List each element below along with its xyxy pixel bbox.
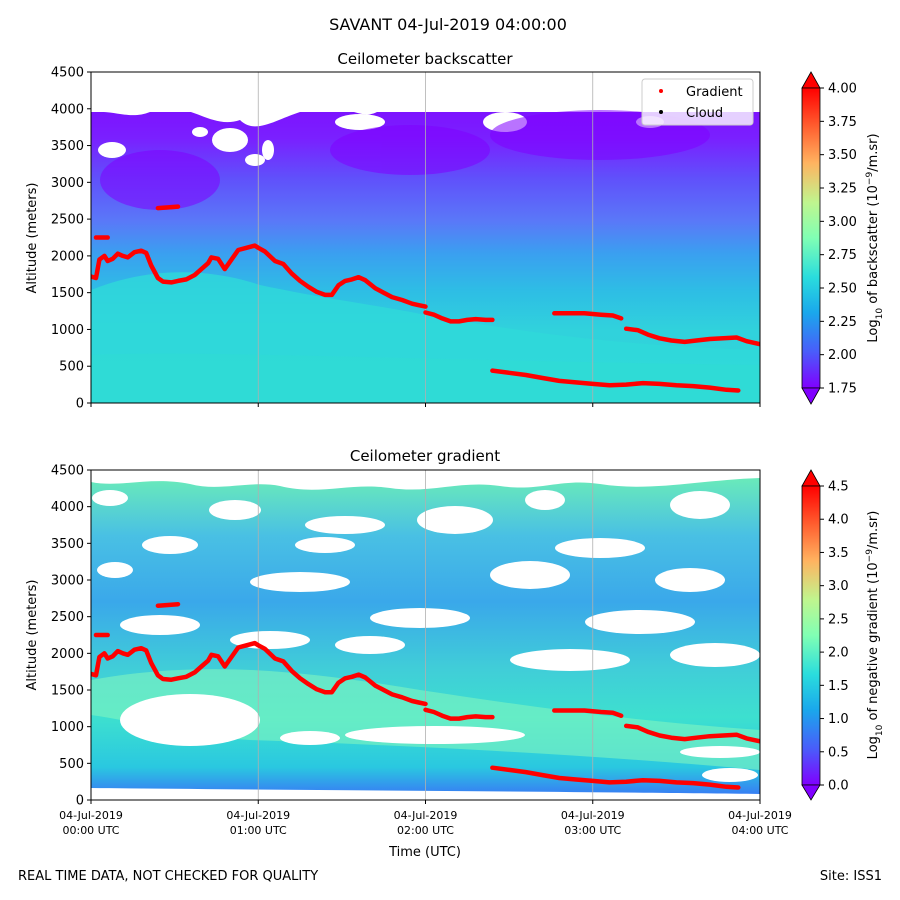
colorbar-tick-label: 2.25 [828, 315, 857, 330]
ytick-label: 0 [76, 794, 84, 809]
colorbar-tick-label: 3.25 [828, 182, 857, 197]
xtick-label-date: 04-Jul-2019 [394, 809, 458, 822]
xtick-label-time: 01:00 UTC [230, 824, 287, 837]
ytick-label: 1500 [51, 286, 84, 301]
colorbar-tick-label: 4.0 [828, 513, 849, 528]
gradient-series-segment [552, 311, 624, 321]
colorbar-tick-label: 0.0 [828, 779, 849, 794]
gradient-series-segment [623, 326, 760, 347]
ytick-label: 3500 [51, 537, 84, 552]
xtick-label-date: 04-Jul-2019 [226, 809, 290, 822]
ytick-label: 3500 [51, 139, 84, 154]
gradient-colorbar-ticks: 0.0 0.5 1.0 1.5 2.0 2.5 3.0 3.5 4.0 4.5 [820, 480, 849, 794]
ytick-label: 1000 [51, 720, 84, 735]
gradient-colorbar-lower-extend [801, 784, 821, 801]
figure-title: SAVANT 04-Jul-2019 04:00:00 [329, 15, 567, 34]
footer-site: Site: ISS1 [819, 869, 882, 884]
gradient-colorbar-label: Log10 of negative gradient (10−9/m.sr) [865, 511, 885, 760]
colorbar-tick-label: 2.00 [828, 348, 857, 363]
colorbar-tick-label: 3.0 [828, 579, 849, 594]
gradient-title: Ceilometer gradient [350, 447, 500, 465]
gradient-series-segment [423, 707, 495, 721]
colorbar-tick-label: 0.5 [828, 745, 849, 760]
backscatter-title: Ceilometer backscatter [337, 50, 513, 68]
colorbar-tick-label: 1.75 [828, 382, 857, 397]
ytick-label: 3000 [51, 574, 84, 589]
gradient-series-segment [552, 708, 624, 718]
backscatter-colorbar-label: Log10 of backscatter (10−9/m.sr) [865, 133, 885, 342]
backscatter-colorbar-lower-extend [801, 387, 821, 405]
xtick-label-time: 00:00 UTC [62, 824, 119, 837]
gradient-colorbar: 0.0 0.5 1.0 1.5 2.0 2.5 3.0 3.5 4.0 4.5 Log10 of … [801, 469, 885, 801]
colorbar-tick-label: 2.50 [828, 282, 857, 297]
gradient-series-segment [155, 601, 181, 608]
backscatter-ylabel: Altitude (meters) [25, 183, 40, 294]
gradient-xlabel: Time (UTC) [388, 845, 461, 860]
gradient-panel: Ceilometer gradient [25, 447, 792, 860]
xtick-label-date: 04-Jul-2019 [728, 809, 792, 822]
colorbar-tick-label: 2.5 [828, 612, 849, 627]
gradient-yaxis: 0 500 1000 1500 2000 2500 3000 3500 4000 4500 [51, 464, 91, 809]
backscatter-colorbar-bar [801, 87, 821, 389]
ytick-label: 4000 [51, 102, 84, 117]
footer-disclaimer: REAL TIME DATA, NOT CHECKED FOR QUALITY [18, 869, 319, 884]
ytick-label: 2000 [51, 647, 84, 662]
xtick-label-time: 04:00 UTC [731, 824, 788, 837]
ytick-label: 4000 [51, 500, 84, 515]
legend-box [641, 78, 754, 126]
colorbar-tick-label: 2.75 [828, 248, 857, 263]
ytick-label: 500 [59, 757, 84, 772]
gradient-colorbar-upper-extend [801, 469, 821, 487]
ytick-label: 4500 [51, 66, 84, 81]
ytick-label: 2500 [51, 610, 84, 625]
gradient-ylabel: Altitude (meters) [25, 580, 40, 691]
ytick-label: 500 [59, 360, 84, 375]
colorbar-tick-label: 4.5 [828, 480, 849, 495]
ytick-label: 1000 [51, 323, 84, 338]
gradient-series-segment [423, 310, 495, 324]
ytick-label: 3000 [51, 176, 84, 191]
ytick-label: 2000 [51, 249, 84, 264]
backscatter-colorbar-upper-extend [801, 71, 821, 89]
gradient-series-segment [490, 765, 741, 790]
gradient-series-segment [490, 368, 741, 393]
gradient-colorbar-bar [801, 485, 821, 786]
xtick-label-time: 03:00 UTC [564, 824, 621, 837]
colorbar-tick-label: 3.75 [828, 115, 857, 130]
backscatter-colorbar-ticks: 1.75 2.00 2.25 2.50 2.75 3.00 3.25 3.50 3.75 4.00 [820, 82, 857, 397]
backscatter-panel: Ceilometer backscatter [25, 50, 761, 412]
ytick-label: 0 [76, 397, 84, 412]
colorbar-tick-label: 4.00 [828, 82, 857, 97]
gradient-series-segment [91, 243, 428, 309]
colorbar-tick-label: 3.50 [828, 148, 857, 163]
colorbar-tick-label: 1.0 [828, 712, 849, 727]
gradient-xaxis: 04-Jul-2019 00:00 UTC 04-Jul-2019 01:00 UTC… [59, 800, 792, 837]
legend-cloud-label: Cloud [686, 106, 723, 121]
backscatter-xaxis [90, 403, 761, 407]
backscatter-colorbar: 1.75 2.00 2.25 2.50 2.75 3.00 3.25 3.50 3.75 4.00… [801, 71, 885, 405]
ytick-label: 2500 [51, 213, 84, 228]
ytick-label: 1500 [51, 684, 84, 699]
colorbar-tick-label: 3.00 [828, 215, 857, 230]
legend-gradient-marker [659, 89, 663, 93]
xtick-label-time: 02:00 UTC [397, 824, 454, 837]
legend-cloud-marker [659, 110, 663, 114]
gradient-gridlines [257, 470, 594, 800]
xtick-label-date: 04-Jul-2019 [59, 809, 123, 822]
gradient-series-segment [91, 640, 428, 707]
backscatter-yaxis: 0 500 1000 1500 2000 2500 3000 3500 4000 4500 [51, 66, 91, 412]
xtick-label-date: 04-Jul-2019 [561, 809, 625, 822]
colorbar-tick-label: 2.0 [828, 646, 849, 661]
colorbar-tick-label: 3.5 [828, 546, 849, 561]
legend-gradient-label: Gradient [686, 85, 743, 100]
ytick-label: 4500 [51, 464, 84, 479]
backscatter-gradient-series [91, 204, 760, 393]
backscatter-gridlines [257, 72, 594, 403]
gradient-series-segment [155, 204, 181, 211]
backscatter-legend[interactable]: Gradient Cloud [641, 78, 754, 126]
colorbar-tick-label: 1.5 [828, 679, 849, 694]
gradient-gradient-series [91, 601, 760, 790]
gradient-series-segment [623, 723, 760, 744]
